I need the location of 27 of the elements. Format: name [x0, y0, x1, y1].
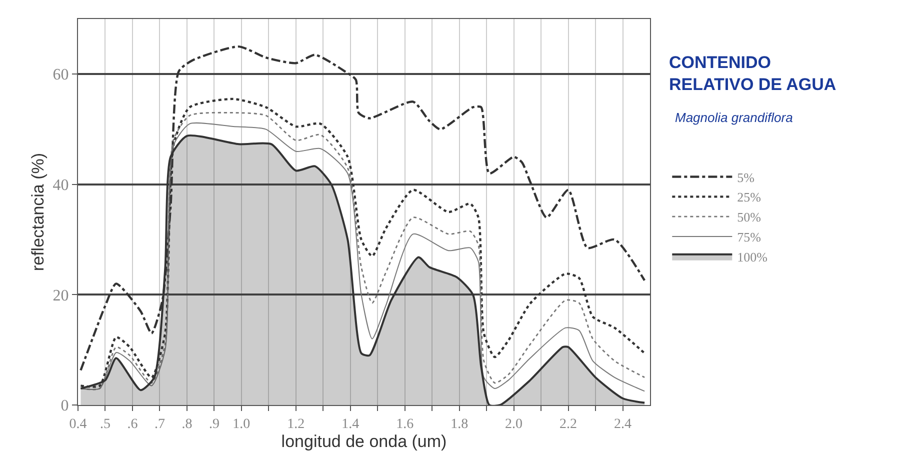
legend-label: 5% [737, 170, 755, 185]
x-tick-label: 1.0 [232, 416, 250, 432]
x-tick-label: .7 [154, 416, 165, 432]
y-axis-title: reflectancia (%) [28, 152, 48, 272]
x-tick-label: 0.4 [69, 416, 87, 432]
x-tick-label: .8 [182, 416, 192, 432]
legend-label: 50% [737, 210, 762, 225]
x-tick-label: 2.0 [505, 416, 523, 432]
x-tick-label: 1.4 [342, 416, 360, 432]
y-tick-label: 60 [52, 66, 69, 84]
legend-label: 25% [737, 190, 762, 205]
x-tick-label: 1.8 [450, 416, 468, 432]
legend-label: 100% [737, 249, 768, 264]
y-tick-label: 20 [52, 287, 69, 304]
x-tick-label: 1.6 [396, 416, 414, 432]
y-tick-label: 40 [52, 177, 69, 194]
x-tick-label: 2.2 [560, 416, 578, 432]
x-tick-label: .6 [127, 416, 138, 432]
legend-label: 75% [737, 230, 762, 245]
x-tick-label: 2.4 [614, 416, 632, 432]
x-tick-label: .5 [100, 416, 110, 432]
text: Magnolia grandiflora [675, 110, 793, 125]
x-tick-label: 1.2 [287, 416, 305, 432]
y-tick-label: 0 [60, 398, 69, 415]
x-axis-title: longitud de onda (um) [281, 432, 447, 451]
x-tick-label: .9 [208, 416, 220, 432]
text: CONTENIDO RELATIVO DE AGUA [669, 53, 836, 94]
